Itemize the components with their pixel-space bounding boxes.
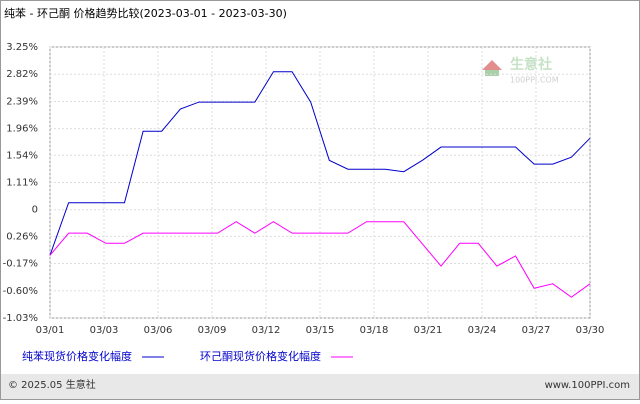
x-tick-label: 03/12 xyxy=(252,325,281,336)
logo xyxy=(482,60,502,70)
x-tick-label: 03/01 xyxy=(36,325,65,336)
y-tick-label: 2.82% xyxy=(6,69,38,80)
chart-title: 纯苯 - 环己酮 价格趋势比较(2023-03-01 - 2023-03-30) xyxy=(4,6,287,20)
x-tick-label: 03/30 xyxy=(576,325,605,336)
footer-right: www.100PPI.com xyxy=(545,380,630,391)
footer-left: © 2025.05 生意社 xyxy=(8,378,96,391)
y-tick-label: 1.96% xyxy=(6,124,38,135)
x-tick-label: 03/18 xyxy=(360,325,389,336)
x-tick-label: 03/06 xyxy=(144,325,173,336)
y-tick-label: 1.11% xyxy=(6,178,38,189)
watermark-site: 100PPI.COM xyxy=(510,76,559,85)
y-tick-label: 2.39% xyxy=(6,96,38,107)
watermark: 生意社 100PPI.COM xyxy=(482,56,559,85)
y-tick-label: 1.54% xyxy=(6,150,38,161)
watermark-name: 生意社 xyxy=(510,56,552,73)
y-tick-label: -0.60% xyxy=(3,286,38,297)
series-line xyxy=(49,71,591,256)
y-tick-label: 0.26% xyxy=(6,231,38,242)
footer-bar xyxy=(1,374,639,399)
x-tick-label: 03/21 xyxy=(414,325,443,336)
x-tick-label: 03/03 xyxy=(90,325,119,336)
y-tick-label: 0 xyxy=(32,205,38,216)
series-line xyxy=(49,221,591,298)
x-tick-label: 03/15 xyxy=(306,325,335,336)
logo xyxy=(485,70,499,76)
x-tick-label: 03/09 xyxy=(198,325,227,336)
y-tick-label: 3.25% xyxy=(6,42,38,53)
y-tick-label: -1.03% xyxy=(3,313,38,324)
x-tick-label: 03/24 xyxy=(468,325,497,336)
legend-label: 纯苯现货价格变化幅度 xyxy=(22,349,132,363)
y-tick-label: -0.17% xyxy=(3,259,38,270)
x-tick-label: 03/27 xyxy=(522,325,551,336)
legend-label: 环己酮现货价格变化幅度 xyxy=(200,349,321,363)
